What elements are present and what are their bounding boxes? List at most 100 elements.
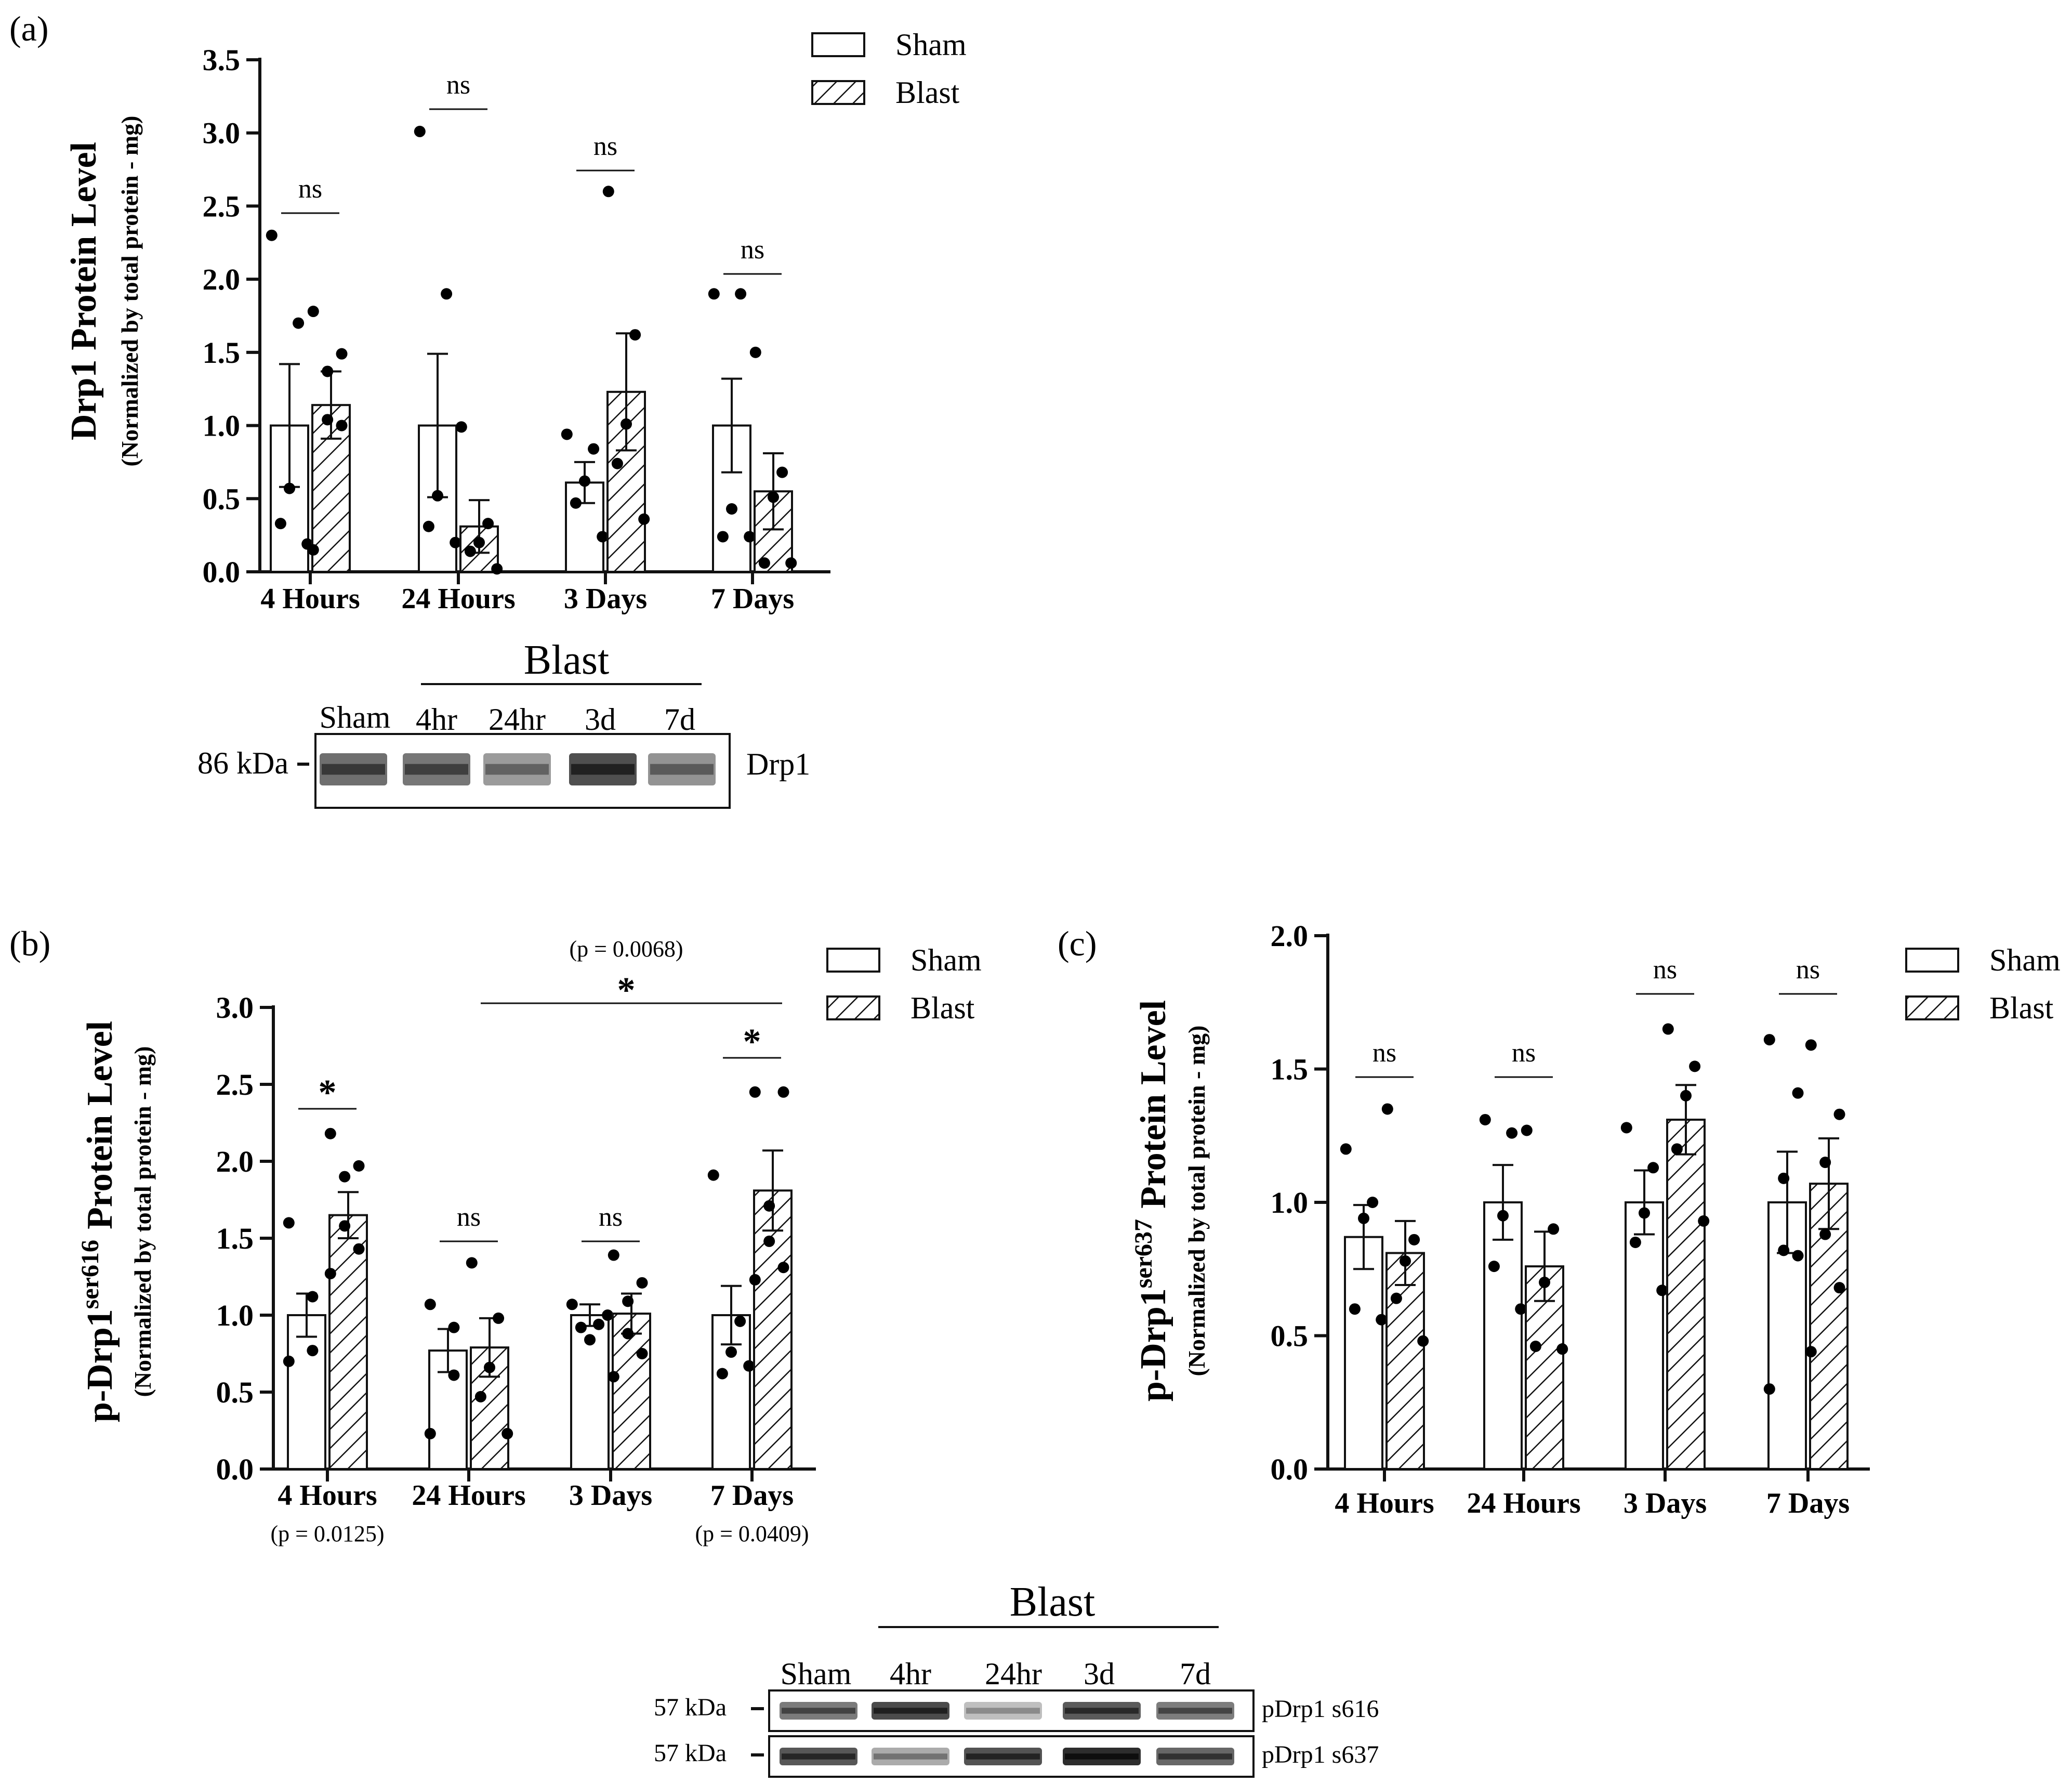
panel-c-data-point (1367, 1197, 1379, 1208)
legend-b-blast-swatch (826, 995, 880, 1020)
panel-c-data-point (1805, 1346, 1817, 1358)
panel-c-ylabel-sub: (Normalized by total protein - mg) (1183, 1026, 1210, 1376)
panel-a-data-point (726, 503, 737, 515)
panel-a-data-point (266, 229, 278, 241)
panel-b-data-point (763, 1200, 775, 1212)
panel-c-data-point (1539, 1276, 1550, 1288)
blot-bc-lane-4hr: 4hr (890, 1657, 931, 1691)
panel-c-data-point (1479, 1113, 1491, 1125)
panel-c-data-point (1671, 1143, 1683, 1155)
blot-bc-row-label-2: pDrp1 s637 (1262, 1741, 1379, 1768)
panel-c-data-point (1408, 1234, 1420, 1246)
blot-bc-row1-band-core (782, 1708, 855, 1714)
blot-a-band-core (405, 764, 468, 775)
panel-b-data-point (749, 1274, 761, 1286)
panel-a-ylabel: Drp1 Protein Level (64, 142, 104, 440)
panel-c-category-label: 3 Days (1624, 1487, 1707, 1519)
panel-c-ylabel-main: p-Drp1 (1133, 1288, 1173, 1401)
panel-c-legend: Sham Blast (1905, 943, 2061, 1025)
panel-a-data-point (293, 317, 305, 329)
blot-bc-lane-sham: Sham (781, 1657, 852, 1691)
panel-b-category-label: 24 Hours (412, 1479, 525, 1512)
panel-a-data-point (621, 418, 632, 430)
panel-c-data-point (1417, 1335, 1429, 1347)
panel-c-ylabel: p-Drp1ser637 Protein Level (1130, 1000, 1174, 1401)
panel-a-ytick-label: 3.0 (203, 116, 241, 150)
panel-a-data-point (768, 491, 779, 503)
panel-c-data-point (1647, 1162, 1659, 1174)
panel-b-data-point (353, 1243, 365, 1255)
panel-c-data-point (1620, 1122, 1632, 1134)
legend-c-blast-swatch (1905, 995, 1959, 1020)
panel-c-category-label: 24 Hours (1467, 1487, 1580, 1519)
panel-a-sig-ns: ns (446, 70, 470, 100)
panel-c-ytick-label: 0.0 (1271, 1452, 1309, 1486)
panel-b-data-point (777, 1086, 789, 1098)
blot-a: Blast Sham 4hr 24hr 3d 7d 86 kDa Drp1 (197, 637, 810, 809)
panel-b-data-point (716, 1368, 728, 1380)
panel-c-data-point (1792, 1250, 1804, 1262)
blot-bc-row1-band (780, 1702, 857, 1720)
panel-c-ylabel-sup: ser637 (1130, 1219, 1157, 1288)
panel-a-data-point (561, 428, 573, 440)
panel-c-data-point (1381, 1103, 1393, 1115)
panel-label-b: (b) (9, 924, 50, 963)
panel-a-data-point (307, 306, 319, 318)
panel-b-ytick-label: 1.0 (216, 1299, 254, 1332)
panel-b-data-point (749, 1086, 761, 1098)
panel-b-data-point (566, 1299, 578, 1310)
blot-a-row-label: Drp1 (746, 747, 810, 781)
panel-b-data-point (501, 1427, 513, 1439)
panel-a-data-point (570, 497, 582, 509)
panel-b-ytick-label: 0.0 (216, 1452, 254, 1486)
panel-c-data-point (1340, 1143, 1352, 1155)
panel-b-ylabel-sup: ser616 (76, 1240, 104, 1309)
panel-b-overall-star: * (617, 971, 636, 1011)
panel-b-data-point (324, 1268, 336, 1280)
legend-a-blast-label: Blast (895, 75, 960, 110)
panel-c-data-point (1763, 1034, 1775, 1046)
blot-bc-row2-band-core (1065, 1753, 1139, 1760)
blot-a-band (648, 753, 716, 785)
panel-a-data-point (432, 490, 443, 502)
blot-a-lane-4hr: 4hr (416, 702, 457, 737)
blot-bc-row-label-1: pDrp1 s616 (1262, 1695, 1379, 1723)
panel-b-data-point (622, 1328, 634, 1340)
panel-b-data-point (608, 1371, 619, 1383)
panel-a-ytick-label: 3.5 (203, 43, 241, 77)
panel-b-axes: 0.0 0.5 1.0 1.5 2.0 2.5 3.0 4 Hours * (p = 0.0125… (216, 936, 816, 1546)
panel-b-category-label: 3 Days (569, 1479, 652, 1512)
legend-a-sham-swatch (811, 32, 865, 57)
blot-a-group-label: Blast (524, 637, 609, 683)
panel-b-ylabel-main: p-Drp1 (80, 1309, 120, 1422)
panel-c-data-point (1400, 1255, 1411, 1267)
panel-c-sig-ns: ns (1372, 1038, 1396, 1068)
blot-bc-lane-3d: 3d (1084, 1657, 1115, 1691)
panel-b-data-point (725, 1346, 737, 1358)
legend-c-sham-label: Sham (1989, 943, 2061, 977)
panel-c-bar-blast (1385, 1252, 1425, 1470)
blot-a-lane-3d: 3d (585, 702, 616, 737)
panel-a-ytick-label: 0.0 (203, 555, 241, 589)
blot-a-lane-24hr: 24hr (489, 702, 546, 737)
panel-b-data-point (283, 1355, 295, 1367)
panel-b-ytick-label: 2.5 (216, 1068, 254, 1102)
panel-b-ylabel-sub: (Normalized by total protein - mg) (129, 1046, 156, 1397)
blot-bc-row1-band-core (966, 1708, 1040, 1714)
panel-a-ytick-label: 0.5 (203, 482, 241, 516)
panel-a-data-point (758, 557, 770, 569)
blot-bc-bands (780, 1702, 1234, 1765)
panel-c-data-point (1506, 1127, 1518, 1139)
legend-b-sham-swatch (826, 948, 880, 973)
panel-c-data-point (1639, 1207, 1650, 1219)
panel-a-data-point (611, 457, 623, 469)
panel-a-data-point (785, 557, 797, 569)
panel-c-data-point (1698, 1215, 1710, 1227)
blot-a-band-core (650, 764, 714, 775)
panel-a-data-point (464, 545, 476, 557)
panel-c-data-point (1376, 1314, 1388, 1326)
panel-b-data-point (424, 1427, 436, 1439)
panel-a-sig-ns: ns (298, 174, 322, 204)
legend-c-blast-label: Blast (1989, 991, 2054, 1025)
